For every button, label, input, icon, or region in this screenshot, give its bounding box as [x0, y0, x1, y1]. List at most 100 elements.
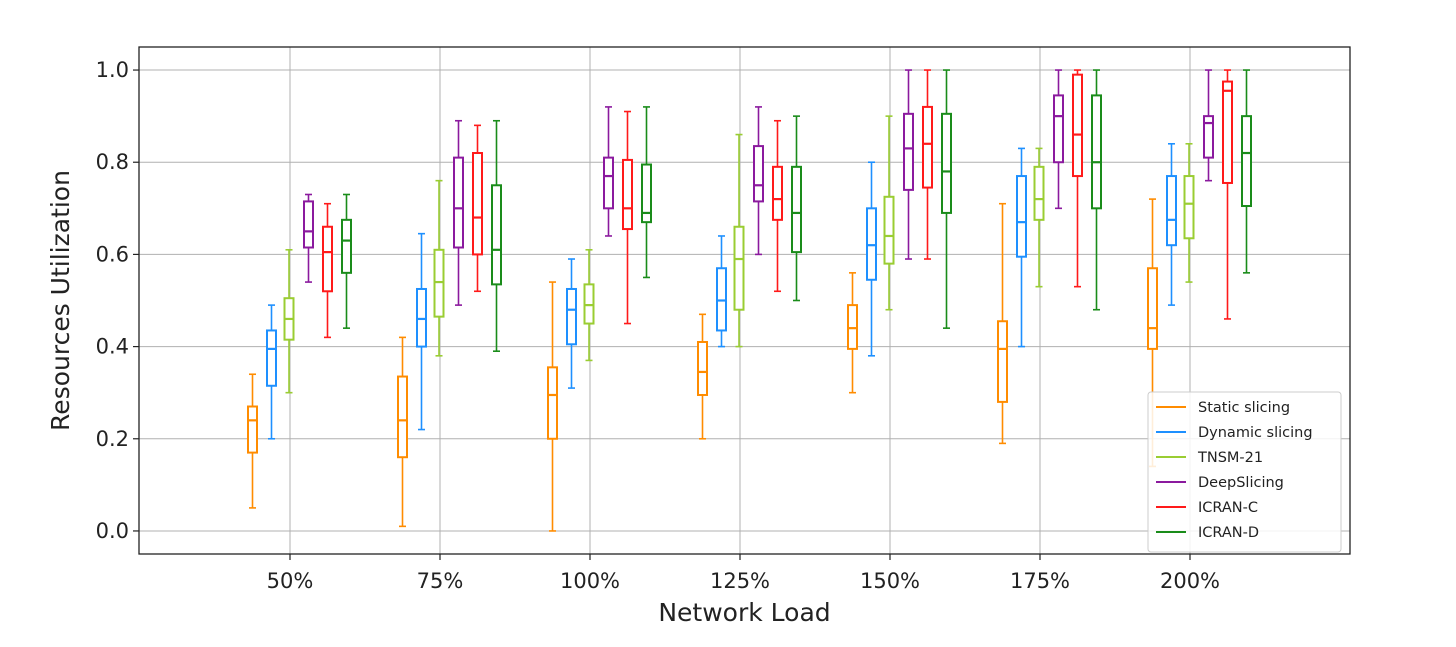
- box-iqr: [641, 163, 652, 224]
- box-iqr: [416, 287, 427, 348]
- box-plot: [341, 193, 352, 329]
- y-tick-label: 0.4: [96, 335, 129, 359]
- legend: Static slicing Dynamic slicing TNSM-21 Deep…: [1147, 391, 1342, 553]
- box-iqr: [397, 375, 408, 459]
- box-plot: [1166, 142, 1177, 306]
- box-plot: [283, 249, 295, 394]
- box-iqr: [1203, 115, 1214, 159]
- box-iqr: [941, 112, 952, 214]
- box-iqr: [866, 207, 877, 281]
- series-deepslicing: [303, 69, 1214, 306]
- legend-label: Dynamic slicing: [1198, 425, 1313, 441]
- box-iqr: [1072, 73, 1083, 178]
- box-plot: [716, 235, 727, 348]
- y-tick-label: 0.8: [96, 150, 129, 174]
- y-tick-label: 0.6: [96, 242, 129, 266]
- box-plot: [603, 106, 614, 237]
- box-plot: [1053, 69, 1064, 210]
- y-axis: 0.0 0.2 0.4 0.6 0.8 1.0: [96, 58, 139, 543]
- box-iqr: [433, 248, 445, 318]
- y-axis-title: Resources Utilization: [46, 170, 75, 431]
- box-plot: [941, 69, 952, 329]
- box-iqr: [453, 156, 464, 249]
- box-plot: [883, 115, 895, 311]
- box-iqr: [491, 184, 502, 286]
- box-iqr: [1033, 165, 1045, 221]
- box-plot: [622, 110, 633, 325]
- x-tick-label: 100%: [560, 569, 620, 593]
- box-iqr: [883, 195, 895, 265]
- series-static-slicing: [247, 198, 1158, 532]
- box-plot: [1241, 69, 1252, 274]
- series-tnsm-21: [283, 115, 1195, 394]
- x-tick-label: 75%: [417, 569, 464, 593]
- box-plot: [866, 161, 877, 357]
- box-plot: [1033, 147, 1045, 288]
- box-plot: [547, 281, 558, 532]
- box-plot: [491, 119, 502, 353]
- box-plot: [733, 133, 745, 348]
- y-tick-label: 0.0: [96, 519, 129, 543]
- box-iqr: [1053, 94, 1064, 164]
- series-icran-c: [322, 69, 1233, 339]
- box-plot: [433, 179, 445, 357]
- box-iqr: [716, 267, 727, 332]
- x-axis: 50% 75% 100% 125% 150% 175% 200%: [267, 554, 1220, 593]
- box-plot: [1203, 69, 1214, 182]
- box-iqr: [997, 320, 1008, 403]
- box-plot: [583, 249, 595, 362]
- box-iqr: [847, 304, 858, 350]
- box-plot: [903, 69, 914, 260]
- x-axis-title: Network Load: [658, 598, 830, 627]
- box-iqr: [1222, 80, 1233, 184]
- box-plot: [847, 272, 858, 394]
- box-plot: [997, 202, 1008, 445]
- x-tick-label: 175%: [1010, 569, 1070, 593]
- y-tick-label: 1.0: [96, 58, 129, 82]
- box-iqr: [547, 366, 558, 440]
- box-iqr: [1016, 175, 1027, 258]
- legend-label: DeepSlicing: [1198, 475, 1284, 491]
- series-icran-d: [341, 69, 1252, 353]
- box-iqr: [733, 225, 745, 311]
- box-plot: [641, 106, 652, 279]
- box-iqr: [1241, 115, 1252, 208]
- box-plot: [1183, 142, 1195, 283]
- box-iqr: [1183, 175, 1195, 240]
- box-iqr: [583, 283, 595, 325]
- x-tick-label: 125%: [710, 569, 770, 593]
- box-iqr: [341, 218, 352, 274]
- box-plot: [322, 202, 333, 339]
- box-plot: [697, 313, 708, 440]
- box-iqr: [922, 105, 933, 189]
- series-dynamic-slicing: [266, 142, 1177, 440]
- box-plot: [566, 258, 577, 389]
- box-plot: [791, 115, 802, 302]
- box-series: [247, 69, 1252, 532]
- legend-box: [1147, 391, 1342, 553]
- plot-frame: [138, 46, 1351, 555]
- box-plot: [472, 124, 483, 293]
- box-plot: [772, 119, 783, 293]
- x-tick-label: 150%: [860, 569, 920, 593]
- box-iqr: [472, 152, 483, 256]
- box-iqr: [603, 156, 614, 210]
- y-tick-label: 0.2: [96, 427, 129, 451]
- box-plot: [266, 304, 277, 440]
- legend-label: ICRAN-C: [1198, 500, 1258, 516]
- box-plot: [247, 373, 258, 509]
- box-plot: [1091, 69, 1102, 311]
- box-plot: [1072, 69, 1083, 288]
- box-iqr: [622, 158, 633, 231]
- box-iqr: [1147, 267, 1158, 350]
- x-tick-label: 200%: [1160, 569, 1220, 593]
- box-iqr: [266, 329, 277, 387]
- box-iqr: [566, 287, 577, 346]
- box-iqr: [1166, 175, 1177, 247]
- box-iqr: [1091, 94, 1102, 210]
- box-plot: [397, 336, 408, 528]
- x-tick-label: 50%: [267, 569, 314, 593]
- box-plot: [1222, 69, 1233, 320]
- box-iqr: [697, 340, 708, 396]
- box-plot: [1016, 147, 1027, 348]
